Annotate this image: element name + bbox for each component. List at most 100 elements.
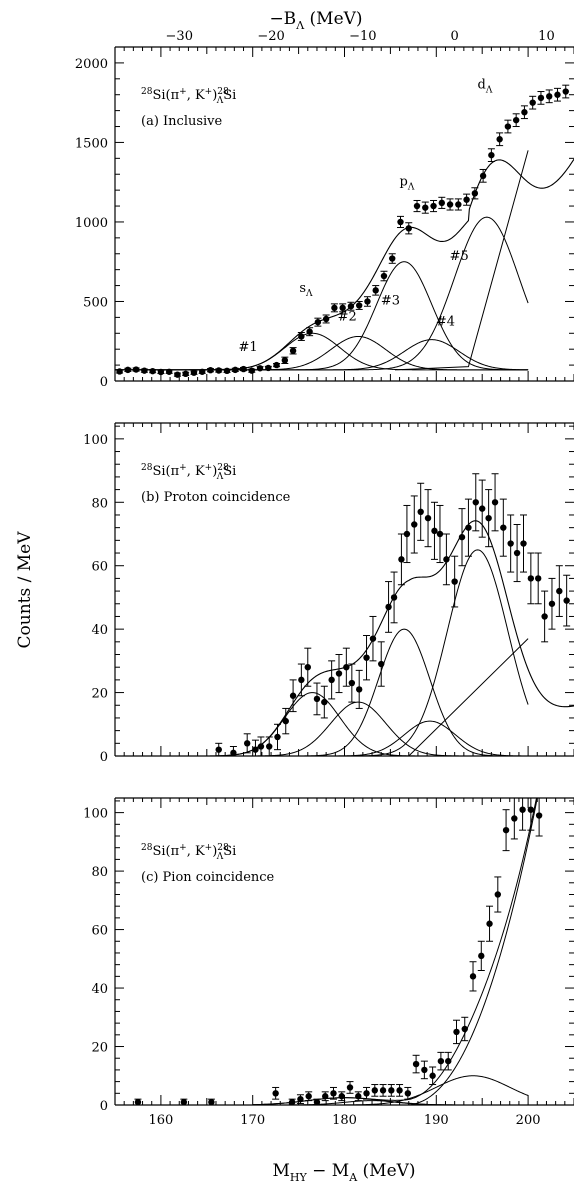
data-marker [355,1093,362,1100]
data-marker [472,499,479,506]
data-marker [328,676,335,684]
data-point [273,361,281,369]
component-curve [115,335,529,371]
data-marker [438,199,446,207]
data-marker [534,575,542,582]
data-marker [541,613,548,620]
data-marker [430,202,437,210]
y-tick-label: 1000 [75,216,108,231]
data-marker [288,1098,296,1105]
data-marker [463,196,470,203]
data-marker [491,499,499,506]
data-marker [554,91,561,98]
data-marker [305,1093,312,1100]
data-point [281,356,289,365]
y-tick-label: 80 [91,865,108,880]
data-point [347,301,355,311]
data-point [377,641,385,687]
plot-area [115,473,574,756]
data-marker [321,698,328,706]
data-marker [421,1066,428,1074]
data-marker [355,686,363,693]
data-point [446,198,454,211]
data-marker [507,540,514,547]
data-point [272,1086,280,1100]
data-point [496,132,504,147]
data-marker [134,1098,142,1105]
data-point [297,663,305,697]
data-marker [388,1087,395,1094]
data-marker [412,1060,420,1068]
data-point [437,1051,445,1071]
data-point [388,253,396,264]
component-curve [115,701,529,756]
data-marker [282,717,289,725]
data-point [330,303,338,313]
data-point [537,91,545,105]
data-marker [180,1098,188,1105]
data-marker [465,524,472,531]
data-marker [417,508,424,515]
data-point [355,669,363,709]
data-marker [529,99,536,106]
data-point [520,105,528,120]
data-point [534,552,542,605]
data-point [288,1098,296,1105]
data-point [472,473,480,532]
data-point [165,368,173,375]
data-point [296,1094,304,1105]
data-point [273,723,281,751]
data-point [478,479,486,538]
data-point [240,365,248,373]
data-point [458,508,466,567]
data-point [421,201,429,214]
data-point [404,1086,412,1100]
peak-label: dΛ [478,77,493,95]
y-tick-label: 40 [91,623,108,638]
data-point [248,367,256,374]
data-point [491,473,499,532]
data-point [463,193,471,206]
data-point [348,663,356,703]
y-axis-title: Counts / MeV [15,531,35,649]
data-point [355,300,363,310]
peak-label: pΛ [400,174,415,192]
data-point [149,367,157,375]
data-point [390,571,398,624]
data-point [116,368,124,375]
data-point [385,581,393,633]
data-marker [338,1093,345,1100]
data-point [452,1019,460,1045]
x-tick-label: 180 [332,1113,357,1128]
data-marker [252,746,259,753]
data-marker [511,815,518,822]
data-marker [322,1093,329,1100]
data-marker [422,204,429,211]
data-marker [527,575,535,582]
data-marker [513,549,521,557]
data-point [264,364,272,372]
data-point [541,590,549,643]
data-marker [379,1087,387,1094]
data-marker [289,347,297,354]
data-marker [563,597,570,604]
data-marker [502,826,510,834]
data-point [215,367,223,374]
y-tick-label: 0 [100,750,108,765]
peak-label: #2 [338,310,357,325]
data-point [424,489,432,548]
data-point [405,222,413,235]
data-point [140,367,148,374]
data-point [306,327,314,337]
plot-area [115,84,574,378]
data-point [173,371,181,378]
data-point [363,296,371,307]
y-tick-label: 20 [91,1041,108,1056]
data-marker [190,369,198,376]
data-marker [339,304,346,312]
data-point [397,533,405,586]
panel-subtitle: (c) Pion coincidence [141,870,275,885]
data-marker [479,505,486,512]
data-point [527,552,535,605]
panel-subtitle: (b) Proton coincidence [141,490,291,505]
